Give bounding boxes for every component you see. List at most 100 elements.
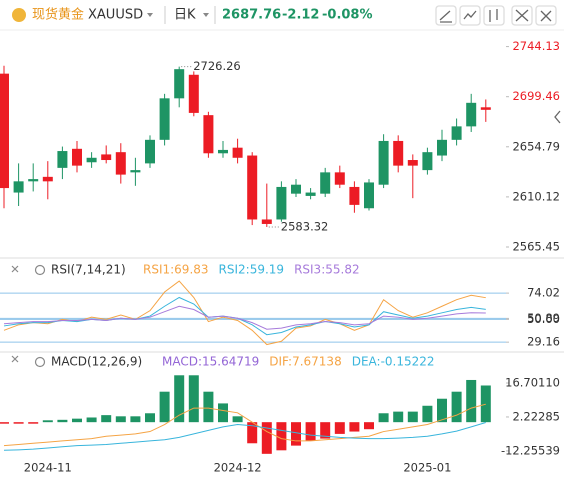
close-button[interactable] [535, 5, 557, 26]
macd-bar [378, 413, 389, 423]
change-pct: -0.08% [322, 8, 373, 23]
dropdown-arrow[interactable] [203, 13, 209, 17]
candle-body [422, 152, 433, 171]
rsi-title: RSI(7,14,21) [51, 263, 126, 277]
candle-body [42, 176, 53, 182]
y-tick-label: 2699.46 [512, 89, 560, 103]
y-tick-label: 2610.12 [512, 189, 560, 203]
y-tick-label: -12.25539 [501, 443, 560, 457]
y-tick-label: 50.00 [527, 312, 560, 326]
candle-body [378, 140, 389, 185]
draw-button[interactable] [435, 5, 457, 26]
rsi-line [3, 305, 486, 330]
macd-bar [145, 413, 155, 423]
macd-bar [451, 391, 462, 423]
hide-icon[interactable] [11, 355, 19, 363]
macd-bar [203, 391, 214, 423]
fullscreen-button[interactable] [511, 5, 533, 26]
macd-bar [86, 417, 97, 423]
candle-body [437, 139, 447, 156]
candle-body [334, 172, 345, 185]
type-icon [489, 9, 498, 22]
macd-bar [466, 379, 477, 423]
candle-body [247, 155, 258, 220]
symbol[interactable]: XAUUSD [88, 8, 143, 23]
macd-title: MACD(12,26,9) [51, 355, 142, 369]
indicator-icon [463, 10, 477, 20]
settings-icon[interactable] [34, 264, 46, 276]
macd-bar [130, 416, 141, 423]
macd-bar [159, 391, 170, 423]
rsi-line [3, 280, 486, 346]
legend-entry: RSI3:55.82 [294, 263, 360, 277]
macd-bar [218, 403, 228, 423]
hide-icon[interactable] [11, 265, 19, 273]
candle-body [130, 170, 141, 173]
candle-body [232, 147, 243, 158]
macd-bar [174, 375, 185, 423]
candle-body [276, 186, 287, 220]
candle-body [101, 154, 112, 161]
candle-body [407, 160, 418, 166]
candle-body [320, 172, 331, 194]
period[interactable]: 日K [174, 8, 196, 23]
x-tick-label: 2025-01 [403, 461, 451, 475]
macd-bar [334, 422, 345, 434]
candle-body [261, 219, 272, 224]
candle-body [57, 151, 68, 168]
candle-body [364, 182, 374, 209]
y-tick-label: 2744.13 [512, 39, 560, 53]
candle-body [349, 186, 360, 205]
macd-bar [407, 411, 418, 423]
dropdown-arrow[interactable] [147, 13, 153, 17]
price: 2687.76 [222, 8, 281, 23]
macd-bar [42, 420, 53, 423]
macd-bar [320, 422, 331, 439]
macd-bar [364, 422, 374, 430]
rsi-line [3, 296, 486, 336]
change: -2.12 [282, 8, 319, 23]
candle-body [393, 140, 404, 166]
close-icon [540, 10, 552, 22]
annotation: 2726.26 [193, 59, 241, 73]
annotation: 2583.32 [281, 219, 329, 233]
macd-bar [101, 415, 112, 423]
draw-icon [439, 10, 452, 23]
instrument-name[interactable]: 现货黄金 [32, 7, 84, 23]
macd-bar [247, 422, 258, 444]
candle-body [13, 181, 24, 193]
macd-bar [13, 422, 24, 424]
candle-body [115, 152, 126, 175]
candle-body [72, 148, 82, 166]
legend-entry: DEA:-0.15222 [352, 355, 435, 369]
settings-icon[interactable] [34, 356, 46, 368]
gold-icon [12, 8, 26, 22]
macd-bar [422, 405, 433, 423]
macd-bar [393, 411, 404, 423]
type-button[interactable] [483, 5, 505, 26]
macd-bar [305, 422, 316, 441]
collapse-arrow[interactable] [554, 110, 561, 124]
indicator-button[interactable] [459, 5, 481, 26]
candle-body [203, 115, 214, 154]
candle-body [174, 69, 185, 99]
candle-body [291, 184, 301, 194]
candle-body [86, 157, 97, 163]
y-tick-label: 16.70110 [505, 376, 560, 390]
macd-bar [57, 419, 68, 423]
macd-bar [480, 385, 491, 423]
macd-bar [349, 422, 360, 432]
legend-entry: RSI1:69.83 [143, 263, 209, 277]
fullscreen-icon [515, 9, 529, 22]
candle-body [188, 74, 199, 113]
candle-body [28, 179, 39, 182]
y-tick-label: 2565.45 [512, 240, 560, 254]
macd-line [3, 403, 486, 447]
macd-bar [276, 422, 287, 451]
candle-body [480, 107, 491, 110]
candle-body [305, 192, 316, 196]
macd-bar [28, 422, 39, 424]
y-tick-label: 29.16 [527, 335, 560, 349]
